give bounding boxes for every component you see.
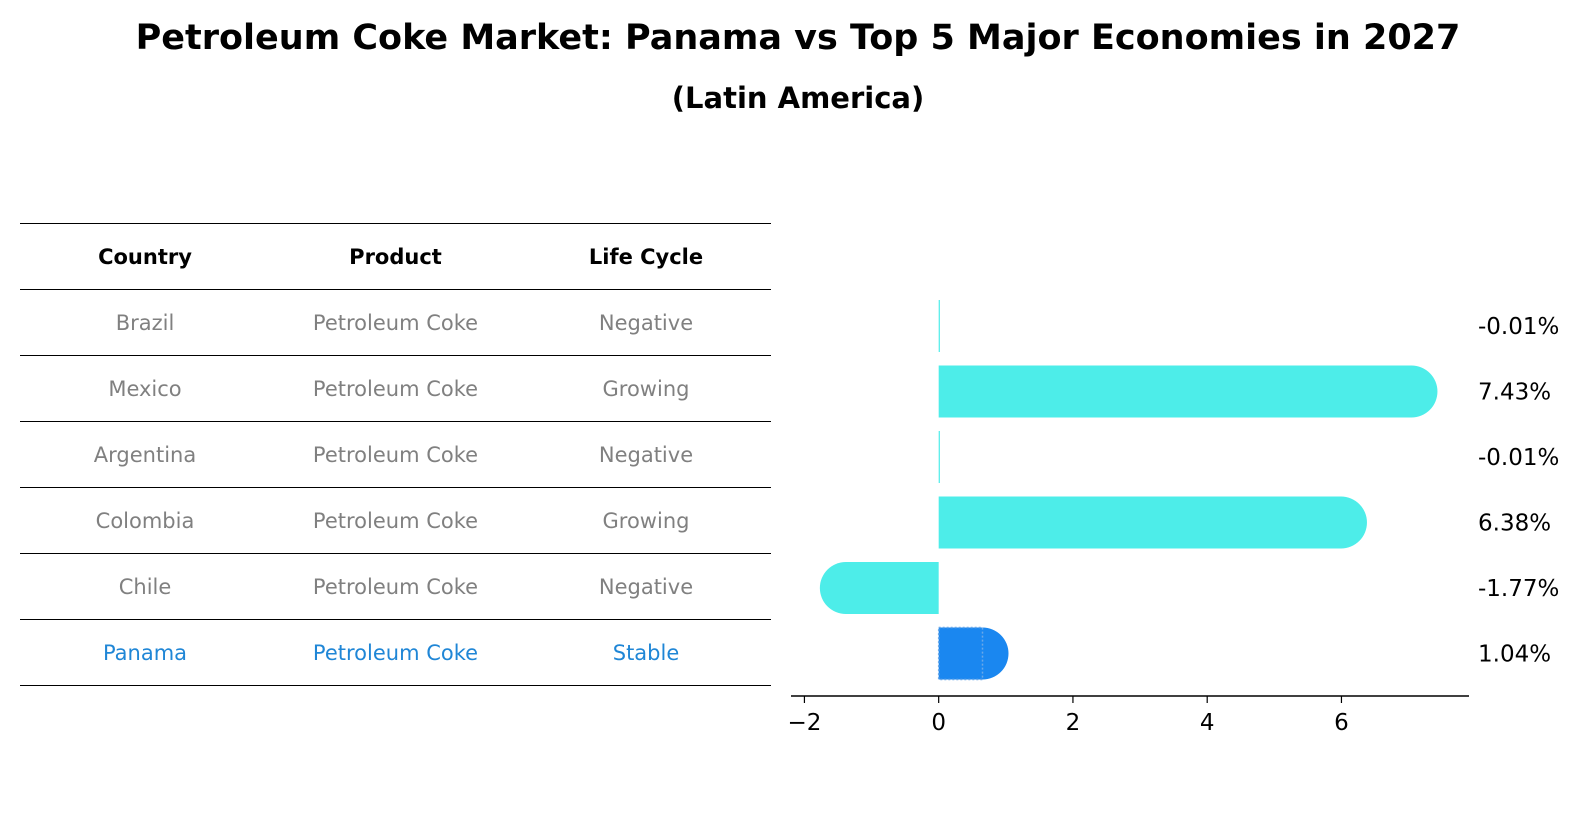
- cell-product: Petroleum Coke: [270, 421, 521, 488]
- table-row: Brazil Petroleum Coke Negative: [20, 289, 771, 356]
- bar-chile: [819, 562, 939, 614]
- bar-colombia: [938, 496, 1367, 549]
- cell-product: Petroleum Coke: [270, 553, 521, 620]
- data-table: Country Product Life Cycle Brazil Petrol…: [20, 223, 771, 686]
- x-tick-label: 4: [1200, 710, 1215, 736]
- table-row: Colombia Petroleum Coke Growing: [20, 487, 771, 554]
- cell-life-cycle: Negative: [521, 289, 771, 356]
- bar-argentina: [938, 431, 940, 483]
- cell-country: Colombia: [20, 487, 270, 554]
- cell-life-cycle: Growing: [521, 355, 771, 422]
- cell-country: Chile: [20, 553, 270, 620]
- chart-subtitle: (Latin America): [671, 81, 925, 115]
- bar-panama: [938, 627, 1009, 680]
- value-label: 6.38%: [1478, 511, 1551, 537]
- header-product: Product: [270, 223, 521, 290]
- x-tick-label: −2: [787, 710, 821, 736]
- bar-mexico: [938, 365, 1438, 418]
- cell-product: Petroleum Coke: [270, 289, 521, 356]
- table-header-row: Country Product Life Cycle: [20, 223, 771, 290]
- value-label: 7.43%: [1478, 380, 1551, 406]
- value-label: -1.77%: [1478, 576, 1559, 602]
- table-row-highlight: Panama Petroleum Coke Stable: [20, 619, 771, 686]
- table-row: Argentina Petroleum Coke Negative: [20, 421, 771, 488]
- cell-country: Mexico: [20, 355, 270, 422]
- header-life-cycle: Life Cycle: [521, 223, 771, 290]
- x-tick-label: 2: [1066, 710, 1081, 736]
- x-tick-label: 6: [1334, 710, 1349, 736]
- value-label: -0.01%: [1478, 445, 1559, 471]
- cell-life-cycle: Negative: [521, 421, 771, 488]
- bar-brazil: [938, 300, 940, 352]
- cell-life-cycle: Growing: [521, 487, 771, 554]
- country-table: Country Product Life Cycle Brazil Petrol…: [20, 223, 771, 686]
- cell-country: Brazil: [20, 289, 270, 356]
- cell-country: Panama: [20, 619, 270, 686]
- cell-product: Petroleum Coke: [270, 619, 521, 686]
- cell-product: Petroleum Coke: [270, 355, 521, 422]
- value-label: 1.04%: [1478, 642, 1551, 668]
- header-country: Country: [20, 223, 270, 290]
- table-row: Mexico Petroleum Coke Growing: [20, 355, 771, 422]
- cell-country: Argentina: [20, 421, 270, 488]
- cell-life-cycle: Stable: [521, 619, 771, 686]
- table-row: Chile Petroleum Coke Negative: [20, 553, 771, 620]
- value-label: -0.01%: [1478, 314, 1559, 340]
- chart-title: Petroleum Coke Market: Panama vs Top 5 M…: [135, 18, 1461, 58]
- cell-life-cycle: Negative: [521, 553, 771, 620]
- highlight-outline: [937, 626, 984, 681]
- x-tick-label: 0: [931, 710, 946, 736]
- cell-product: Petroleum Coke: [270, 487, 521, 554]
